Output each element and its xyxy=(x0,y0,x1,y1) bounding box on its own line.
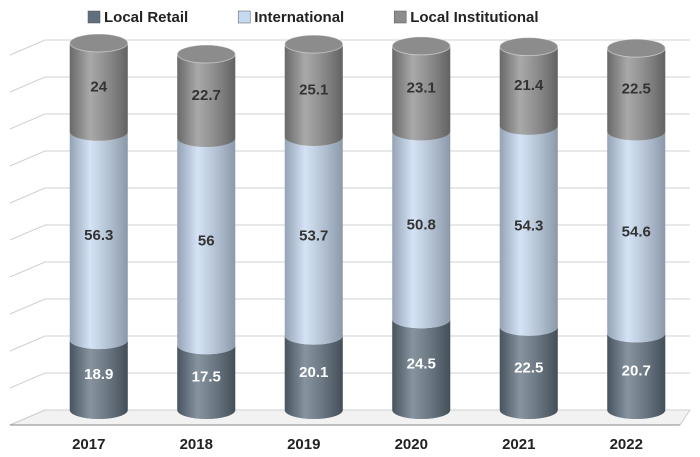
bar-cap xyxy=(284,34,344,54)
legend-swatch xyxy=(237,10,251,24)
x-tick-label: 2017 xyxy=(72,436,105,453)
grid-line xyxy=(9,39,690,56)
bar-cap xyxy=(606,38,666,58)
x-tick-label: 2019 xyxy=(287,436,320,453)
grid-line xyxy=(9,187,690,204)
bar-shade xyxy=(499,46,558,135)
data-label: 56 xyxy=(198,233,215,250)
data-label: 20.1 xyxy=(299,364,328,381)
data-label: 17.5 xyxy=(192,369,221,386)
data-label: 53.7 xyxy=(299,227,328,244)
grid-line xyxy=(9,298,690,315)
x-tick-label: 2020 xyxy=(395,436,428,453)
bar-shade xyxy=(69,42,128,141)
data-label: 22.5 xyxy=(514,359,543,376)
bar-shade xyxy=(177,54,236,148)
data-label: 54.6 xyxy=(622,223,651,240)
grid-line xyxy=(9,372,690,389)
legend-swatch xyxy=(87,10,101,24)
bar-shade xyxy=(284,136,343,345)
bar-shade xyxy=(69,340,128,419)
grid-line xyxy=(9,224,690,241)
data-label: 25.1 xyxy=(299,81,328,98)
data-label: 24 xyxy=(90,78,107,95)
x-tick-label: 2018 xyxy=(180,436,213,453)
data-label: 56.3 xyxy=(84,227,113,244)
grid-line xyxy=(9,150,690,167)
x-tick-label: 2022 xyxy=(610,436,643,453)
data-label: 22.5 xyxy=(622,81,651,98)
grid-line xyxy=(9,261,690,278)
bar-shade xyxy=(392,319,451,419)
bar-shade xyxy=(177,345,236,419)
grid-line xyxy=(9,409,690,426)
data-label: 22.7 xyxy=(192,87,221,104)
bar-shade xyxy=(607,333,666,419)
bar-cap xyxy=(499,37,559,57)
data-label: 21.4 xyxy=(514,77,544,94)
bar-cap xyxy=(391,36,451,56)
grid-line xyxy=(9,113,690,130)
bar-shade xyxy=(284,44,343,146)
legend-label: Local Institutional xyxy=(410,9,538,26)
data-label: 18.9 xyxy=(84,366,113,383)
legend-swatch xyxy=(393,10,407,24)
data-label: 50.8 xyxy=(407,216,436,233)
bar-shade xyxy=(607,48,666,141)
bar-shade xyxy=(69,131,128,350)
bar-cap xyxy=(176,44,236,64)
bar-shade xyxy=(499,326,558,419)
x-tick-label: 2021 xyxy=(502,436,535,453)
legend-label: Local Retail xyxy=(104,9,188,26)
bar-shade xyxy=(392,45,451,141)
legend-label: International xyxy=(254,9,344,26)
data-label: 54.3 xyxy=(514,217,543,234)
data-label: 24.5 xyxy=(407,356,436,373)
grid-line xyxy=(9,76,690,93)
bar-shade xyxy=(177,138,236,355)
bar-shade xyxy=(284,335,343,419)
bar-shade xyxy=(499,125,558,336)
data-label: 23.1 xyxy=(407,80,436,97)
bar-cap xyxy=(69,33,129,53)
grid-line xyxy=(9,335,690,352)
bar-shade xyxy=(392,131,451,329)
data-label: 20.7 xyxy=(622,363,651,380)
bar-shade xyxy=(607,131,666,343)
